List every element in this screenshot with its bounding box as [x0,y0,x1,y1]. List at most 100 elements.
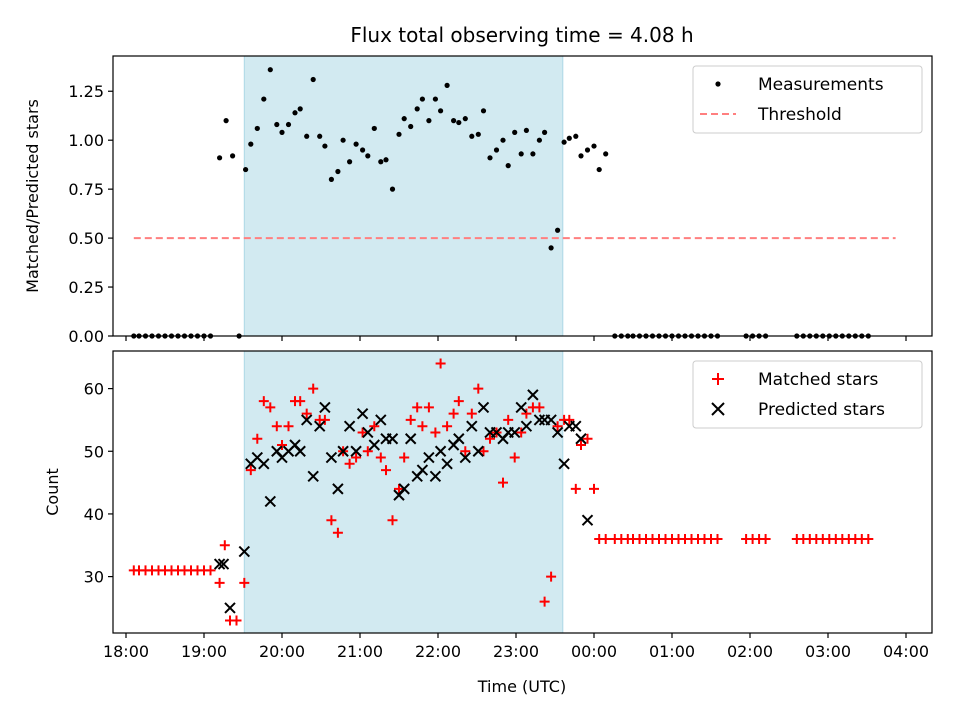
shaded-region [243,55,564,337]
measurement-point [261,96,267,102]
measurement-point [322,143,328,149]
legend-marker [712,373,724,385]
measurement-point [340,137,346,143]
axes-frame [112,55,933,337]
y-tick-label: 30 [84,568,104,587]
measurement-point [243,166,249,173]
measurement-point [279,129,285,135]
matched-star-point [466,408,477,419]
y-tick-label: 0.25 [68,278,104,297]
measurement-point [310,76,316,83]
measurement-point [493,147,500,153]
x-tick-label: 23:00 [493,642,539,661]
series-matched-stars [128,358,874,626]
y-axis-label: Matched/Predicted stars [23,99,42,293]
matched-star-point [387,515,398,526]
measurement-point [536,137,543,143]
measurement-point [396,131,402,137]
measurement-point [578,153,584,159]
y-tick-label: 0.75 [68,180,104,199]
x-tick-label: 01:00 [649,642,695,661]
predicted-star-point [375,414,387,426]
matched-star-point [381,465,391,476]
predicted-star-point [527,389,539,401]
predicted-star-point [551,426,564,439]
predicted-star-point [520,420,533,432]
legend-label: Measurements [758,75,884,95]
x-axis-label: Time (UTC) [477,677,566,696]
bottom-panel: 18:00 19:00 20:00 21:00 22:00 23:00 00:00 01:00… [43,350,933,661]
predicted-star-point [224,602,236,614]
predicted-star-point [434,445,447,457]
matched-star-point [570,483,581,494]
predicted-star-point [258,458,270,470]
matched-star-point [423,402,434,413]
measurement-point [353,141,359,147]
predicted-star-point [300,414,313,426]
measurement-point [475,131,481,137]
predicted-star-point [570,420,582,432]
shaded-region [243,350,564,634]
matched-star-point [231,615,242,626]
matched-star-point [219,540,230,551]
predicted-star-point [545,414,557,426]
matched-star-point [516,427,527,438]
matched-star-point [448,408,459,419]
measurement-point [523,127,530,134]
predicted-star-point [238,545,251,558]
predicted-star-point [319,401,331,414]
legend-marker [715,81,721,87]
measurement-point [438,108,444,114]
measurement-point [378,159,384,165]
matched-star-point [271,421,282,432]
legend-label: Threshold [757,105,842,125]
matched-star-point [205,565,216,576]
predicted-star-point [337,445,349,457]
x-tick-label: 22:00 [415,642,461,661]
y-tick-label: 60 [84,380,104,399]
matched-star-point [712,534,723,544]
measurement-point [365,153,371,159]
measurement-point [573,133,579,139]
predicted-star-point [423,451,435,464]
measurement-point [584,147,591,153]
predicted-star-point [515,401,527,414]
measurement-point [505,163,511,169]
measurement-point [254,125,260,132]
measurement-point [518,151,524,157]
y-tick-label: 1.00 [68,131,104,150]
measurement-point [414,106,420,112]
measurement-point [335,168,341,175]
predicted-star-point [213,558,226,570]
predicted-star-point [264,495,277,508]
matched-star-point [265,402,276,413]
measurement-point [432,96,438,102]
matched-star-point [412,402,423,413]
matched-star-point [498,477,508,488]
series-predicted-stars [213,389,594,614]
measurement-point [360,147,366,153]
measurement-point [371,125,377,132]
top-panel: 0.00 0.25 0.50 0.75 1.00 1.25 Matched/Predicte… [23,55,933,346]
predicted-star-point [307,470,319,483]
matched-star-point [503,414,514,425]
matched-star-point [405,414,416,425]
matched-star-point [435,358,446,369]
matched-star-point [442,421,453,432]
axes-frame [112,350,933,634]
x-tick-label: 21:00 [337,642,383,661]
predicted-star-point [477,401,490,414]
predicted-star-point [398,483,410,495]
predicted-star-point [325,451,338,464]
measurement-point [456,119,462,126]
measurement-point [328,176,334,182]
matched-star-point [319,414,330,425]
legend: Matched stars Predicted stars [692,360,923,429]
matched-star-point [308,383,319,394]
matched-star-point [301,408,312,419]
matched-star-point [326,515,337,526]
predicted-star-point [429,470,442,483]
measurement-point [419,96,425,102]
predicted-star-point [558,458,570,470]
matched-star-point [283,421,294,432]
